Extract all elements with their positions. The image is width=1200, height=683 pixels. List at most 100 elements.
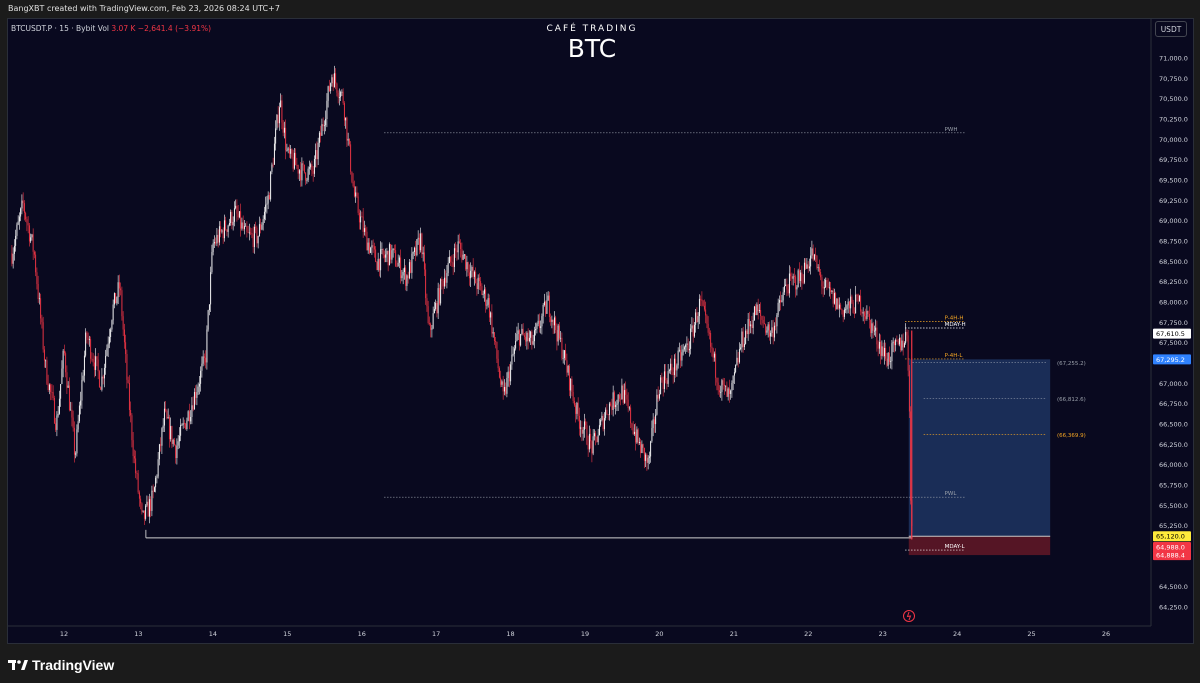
candle [555,317,557,331]
y-tick-label: 69,750.0 [1159,156,1188,164]
candle [860,295,862,312]
candle [748,319,750,327]
candle [348,138,350,145]
candle [405,267,407,286]
candle [395,250,397,267]
candle [176,445,178,459]
candle [547,295,549,301]
candle [873,330,875,332]
candle [631,423,633,428]
candle [565,350,567,361]
candle [800,272,802,281]
candle [620,398,622,400]
candle [38,298,40,300]
candle [502,381,504,392]
candle [441,279,443,282]
candle [820,271,822,278]
candle [460,242,462,250]
candle [413,247,415,253]
y-tick-label: 70,250.0 [1159,116,1188,124]
candle [712,348,714,358]
candle [357,196,359,213]
candle [607,414,609,416]
candle [151,490,153,511]
y-tick-label: 65,250.0 [1159,522,1188,530]
candle [846,305,848,310]
price-tag-label: 67,610.5 [1156,330,1185,338]
candle [95,356,97,370]
candle [367,242,369,251]
candle [433,309,435,314]
candle [270,171,272,200]
candle [403,267,405,272]
candle [301,163,303,181]
candle [371,245,373,248]
position-stop-zone[interactable] [908,536,1051,556]
candle [92,359,94,363]
alert-icon[interactable] [903,610,915,622]
candle [867,310,869,314]
candle [343,103,345,121]
candle [250,232,252,234]
candle [157,459,159,477]
candle [488,298,490,318]
candle [648,456,650,458]
candle [47,383,49,391]
candle [21,200,23,209]
candle [296,165,298,166]
tradingview-logo[interactable]: TradingView [8,657,114,673]
price-tag [1153,550,1191,561]
candle [572,392,574,401]
candle [805,262,807,269]
position-target-zone[interactable] [908,359,1051,537]
candle [545,301,547,314]
candle [630,407,632,424]
currency-button[interactable]: USDT [1155,21,1187,37]
level-label-mday-h: MDAY-H [945,322,966,328]
candle [412,252,414,254]
candle [333,73,335,88]
price-tag-label: 65,120.0 [1156,533,1185,541]
candle [283,127,285,133]
candle [780,300,782,303]
candle [400,257,402,279]
candle [385,254,387,258]
candle [597,435,599,443]
candle [427,306,429,324]
candle [128,382,130,410]
candle [418,237,420,251]
candle [652,419,654,429]
candle [145,505,147,519]
candle [542,304,544,317]
symbol-legend[interactable]: BTCUSDT.P · 15 · Bybit Vol 3.07 K −2,641… [11,24,211,33]
x-tick-label: 15 [283,630,291,638]
candle [436,303,438,314]
candle [23,203,25,213]
candle [63,350,65,354]
candle [520,333,522,346]
candle [571,378,573,393]
candle [393,248,395,251]
candle [516,333,518,341]
candle [695,312,697,325]
candle [517,330,519,334]
candle [537,320,539,324]
candle [651,428,653,442]
candle [141,503,143,512]
candle [181,424,183,426]
candle [105,355,107,368]
candle [126,354,128,380]
candle [655,414,657,425]
candle [795,276,797,290]
candle [848,301,850,309]
candle [762,319,764,324]
candle [226,229,228,232]
candle [278,107,280,124]
candle [745,330,747,344]
candle [237,213,239,218]
candle [512,353,514,355]
candle [451,261,453,263]
candle [806,264,808,269]
candle [466,262,468,270]
